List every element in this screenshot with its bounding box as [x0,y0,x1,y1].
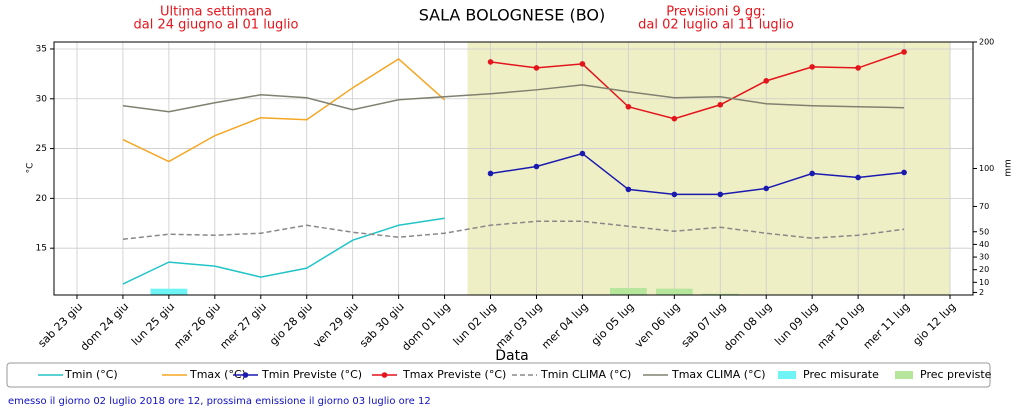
x-tick-label: dom 08 lug [721,300,774,353]
point [487,59,494,65]
x-tick-label: gio 28 giu [267,300,315,348]
y2-tick-label: 70 [979,202,989,211]
annotation: dal 24 giugno al 01 luglio [134,18,299,33]
y2-tick-label: 40 [979,240,989,249]
x-tick-label: mer 11 lug [861,300,913,352]
x-tick-label: gio 05 lug [589,300,637,348]
x-tick-label: lun 02 lug [451,300,499,348]
x-tick-label: sab 23 giu [35,300,85,350]
point [855,174,861,181]
legend-label: Prec misurate [803,368,879,381]
chart-title: SALA BOLOGNESE (BO) [419,6,606,25]
plot-frame [53,41,974,296]
y-tick-label: 35 [36,44,47,54]
legend-label: Tmin Previste (°C) [261,368,362,381]
precip-bar [150,288,188,295]
point [533,65,540,71]
y2-tick-label: 20 [979,265,989,274]
point [809,170,815,177]
y2-tick-label: 2 [979,288,984,297]
footer: emesso il giorno 02 luglio 2018 ore 12, … [8,396,431,407]
series-line [122,217,445,285]
legend-label: Tmax CLIMA (°C) [671,368,766,381]
legend-box [6,362,991,388]
series-line [490,152,905,196]
point [717,101,724,108]
legend-marker [381,372,388,378]
x-tick-label: mar 26 giu [171,300,223,352]
series-line [122,84,905,113]
x-tick-label: lun 09 lug [772,300,820,348]
legend-swatch [895,371,913,379]
point [763,185,770,192]
x-tick-label: sab 07 lug [679,300,729,350]
x-tick-label: mer 04 lug [539,300,591,352]
y-tick-label: 25 [36,144,47,154]
annotation: dal 02 luglio al 11 luglio [638,18,794,33]
legend-label: Tmax Previste (°C) [402,368,506,381]
point [533,163,540,170]
precip-bar [609,288,647,295]
x-tick-label: dom 01 lug [399,300,452,353]
y2-axis-label: mm [1004,159,1014,177]
legend-label: Tmax (°C) [189,368,246,381]
y2-tick-label: 100 [979,164,994,173]
point [671,115,678,122]
annotation: Previsioni 9 gg: [666,5,766,20]
y-tick-label: 15 [36,244,47,254]
x-tick-label: mar 03 lug [493,300,545,352]
x-tick-label: mer 27 giu [217,300,269,352]
x-tick-label: sab 30 giu [357,300,407,350]
forecast-region [467,42,951,295]
y2-tick-label: 200 [979,38,994,47]
point [901,169,907,176]
x-tick-label: mar 10 lug [815,300,867,352]
annotation: Ultima settimana [160,5,272,20]
point [855,65,861,71]
y2-tick-label: 50 [979,227,989,236]
x-tick-label: lun 25 giu [129,300,177,348]
x-axis-label: Data [495,348,528,364]
x-tick-label: gio 12 lug [910,300,958,348]
precip-bar [655,288,693,295]
legend-label: Tmin CLIMA (°C) [540,368,631,381]
legend-marker [242,372,249,378]
y2-tick-label: 30 [979,253,989,262]
series-line [490,51,905,120]
y-axis-label: °C [26,163,36,174]
point [809,64,815,70]
point [717,191,724,198]
y2-tick-label: 10 [979,278,989,287]
x-tick-label: dom 24 giu [78,300,131,353]
point [625,103,632,110]
x-tick-label: ven 06 lug [632,300,682,350]
y-tick-label: 20 [36,194,48,204]
precip-bar [701,293,739,295]
legend-swatch [778,371,796,379]
legend-label: Tmin (°C) [64,368,118,381]
point [579,150,586,157]
point [487,170,494,177]
series-line [122,57,446,163]
point [671,191,678,198]
point [579,61,586,67]
legend-label: Prec previste [920,368,992,381]
x-tick-label: ven 29 giu [311,300,361,350]
series-line [122,220,905,240]
point [901,49,907,55]
point [625,186,632,193]
y-tick-label: 30 [36,94,48,104]
point [763,78,770,84]
